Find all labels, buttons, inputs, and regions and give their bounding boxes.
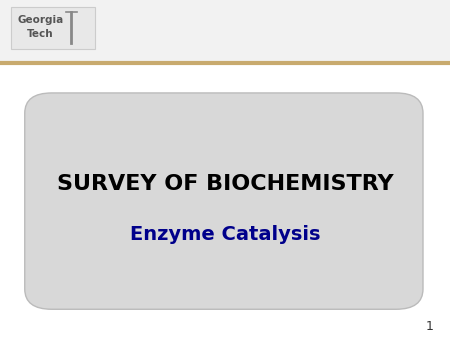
Text: SURVEY OF BIOCHEMISTRY: SURVEY OF BIOCHEMISTRY	[57, 174, 393, 194]
Text: Tech: Tech	[27, 29, 54, 39]
Text: 1: 1	[426, 320, 434, 333]
FancyBboxPatch shape	[25, 93, 423, 309]
Text: Enzyme Catalysis: Enzyme Catalysis	[130, 225, 320, 244]
FancyBboxPatch shape	[0, 0, 450, 63]
FancyBboxPatch shape	[11, 7, 94, 49]
Text: Georgia: Georgia	[17, 15, 63, 25]
